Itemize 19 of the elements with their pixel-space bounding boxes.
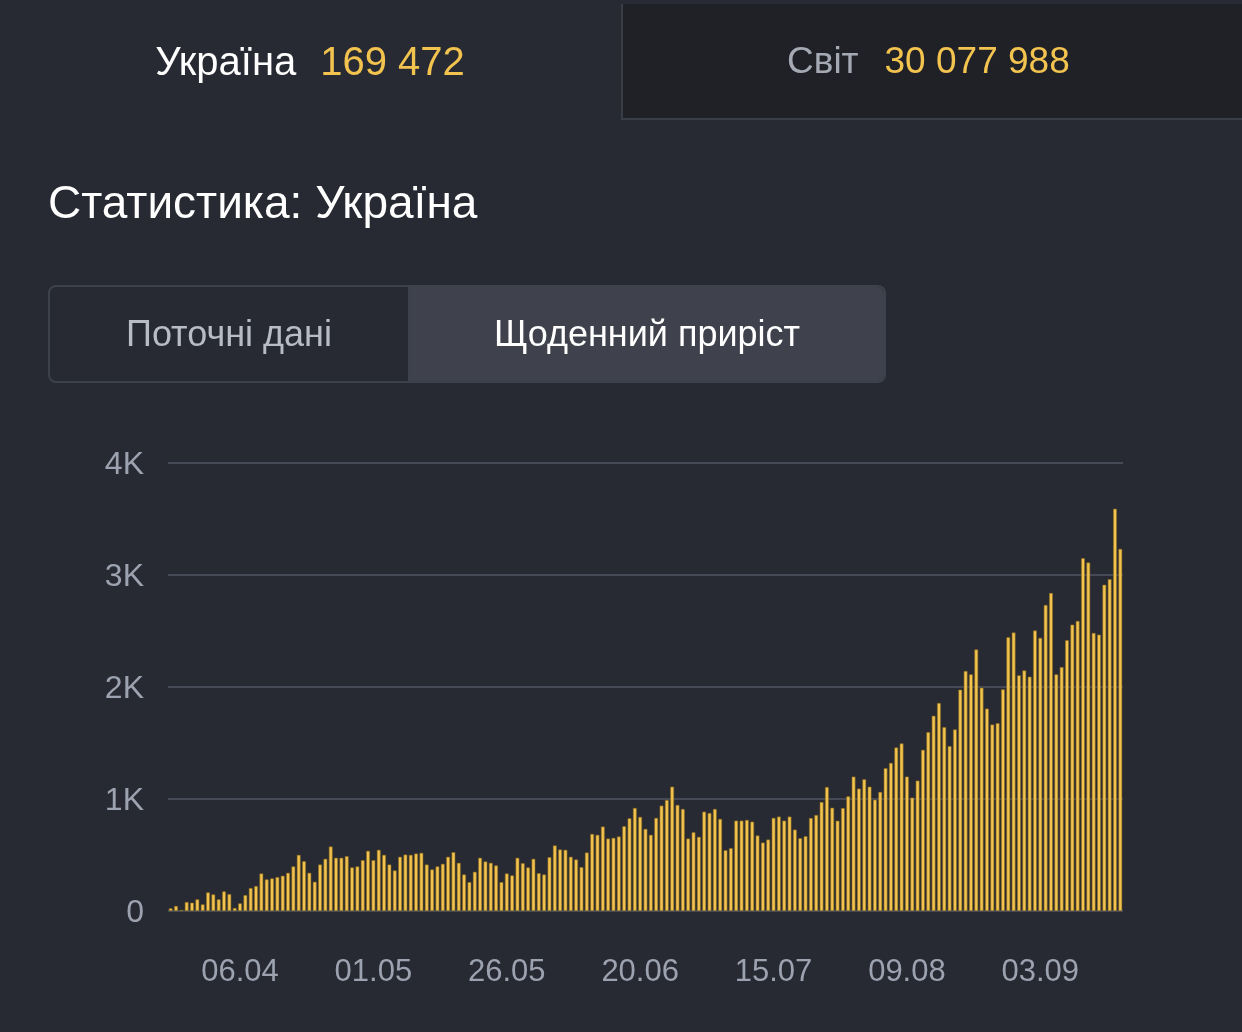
x-tick-label: 15.07 [734, 953, 813, 988]
text: 30 077 988 [884, 40, 1070, 82]
y-tick-label: 3K [104, 557, 144, 593]
x-tick-label: 20.06 [601, 953, 679, 988]
y-tick-label: 2K [104, 669, 144, 705]
x-tick-label: 06.04 [201, 953, 279, 988]
text: Щоденний приріст [410, 287, 884, 381]
y-tick-label: 1K [104, 781, 144, 817]
x-tick-label: 01.05 [334, 953, 413, 988]
y-tick-label: 0 [126, 893, 144, 929]
text: 169 472 [320, 38, 465, 84]
y-tick-label: 4K [104, 445, 144, 481]
x-tick-label: 26.05 [468, 953, 546, 988]
text: Україна [155, 38, 297, 84]
text: Поточні дані [50, 287, 410, 381]
x-tick-label: 03.09 [1001, 953, 1080, 988]
x-tick-label: 09.08 [868, 953, 946, 988]
text: Світ [787, 40, 859, 82]
chart-title: Статистика: Україна [48, 175, 478, 229]
